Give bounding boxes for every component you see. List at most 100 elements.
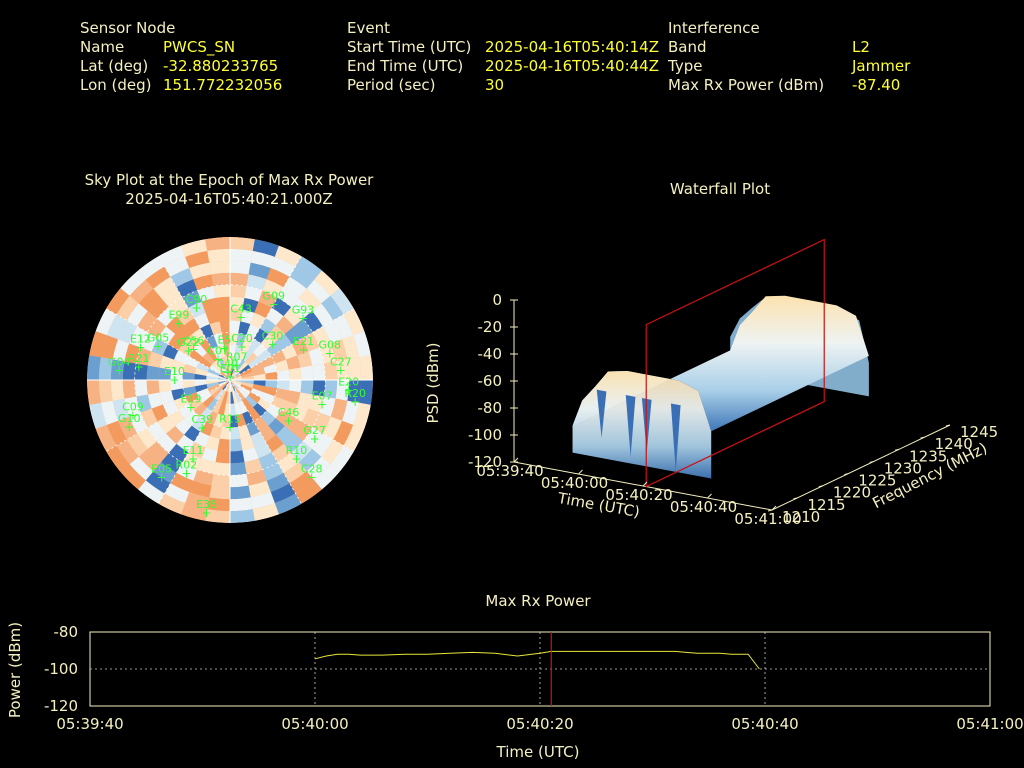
sky-cell xyxy=(222,369,230,380)
satellite-label: R20 xyxy=(344,387,366,400)
sky-cell xyxy=(230,380,241,388)
sky-cell xyxy=(225,368,230,380)
sky-cell xyxy=(146,365,160,380)
sky-cell xyxy=(153,462,177,484)
sky-cell xyxy=(89,402,107,429)
interference-title: Interference xyxy=(668,19,760,37)
psd-tick-label: -80 xyxy=(478,399,503,417)
sky-cell xyxy=(193,469,214,486)
sky-cell xyxy=(275,334,292,351)
sky-cell xyxy=(341,400,360,425)
sky-cell xyxy=(162,344,179,360)
sky-cell xyxy=(215,450,230,464)
sky-cell xyxy=(277,287,299,307)
freq-tick-label: 1220 xyxy=(833,484,871,502)
sky-cell xyxy=(98,380,113,403)
sky-cell xyxy=(319,396,336,417)
satellite-label: G05 xyxy=(147,331,170,344)
sky-grid-spoke xyxy=(229,308,355,381)
sky-cell xyxy=(230,380,240,390)
satellite-marker: + xyxy=(186,400,196,414)
sky-cell xyxy=(126,303,148,327)
sky-cell xyxy=(330,339,348,362)
sky-cell xyxy=(266,268,290,288)
sky-cell xyxy=(170,380,184,391)
sky-cell xyxy=(230,284,247,298)
sky-cell xyxy=(235,359,246,371)
sky-cell xyxy=(238,400,248,414)
satellite-label: C90 xyxy=(186,293,208,306)
sky-plot-title: Sky Plot at the Epoch of Max Rx Power xyxy=(84,171,374,189)
sky-cell xyxy=(291,441,313,463)
power-x-tick-label: 05:41:00 xyxy=(956,715,1023,733)
sky-cell xyxy=(291,404,309,422)
sky-cell xyxy=(230,368,235,380)
satellite-marker: + xyxy=(135,340,145,354)
sky-cell xyxy=(321,439,344,465)
sky-cell xyxy=(322,416,342,440)
sky-cell xyxy=(263,386,277,397)
sky-cell xyxy=(106,288,130,315)
sky-cell xyxy=(241,375,254,380)
sky-cell xyxy=(268,325,285,342)
satellite-label: C43 xyxy=(230,302,252,315)
sky-cell xyxy=(285,355,301,370)
sky-cell xyxy=(87,380,101,405)
sky-cell xyxy=(158,380,172,393)
satellite-label: E5 xyxy=(218,334,232,347)
sky-cell xyxy=(234,344,243,358)
sky-cell xyxy=(312,303,334,327)
power-series-line xyxy=(314,650,743,660)
sky-cell xyxy=(268,418,285,435)
sky-cell xyxy=(120,464,146,490)
sky-cell xyxy=(297,351,313,368)
power-y-axis-label: Power (dBm) xyxy=(6,622,24,718)
sky-cell xyxy=(235,389,246,401)
sky-cell xyxy=(206,335,218,350)
sky-cell xyxy=(246,469,267,486)
psd-tick-label: 0 xyxy=(492,291,502,309)
sky-cell xyxy=(238,321,251,336)
sky-cell xyxy=(246,421,260,436)
interference-type-value: Jammer xyxy=(852,57,911,75)
sky-cell xyxy=(240,368,253,376)
satellite-label: E99 xyxy=(168,308,189,321)
psd-tick-label: -60 xyxy=(478,372,503,390)
freq-tick xyxy=(945,424,951,427)
satellite-marker: + xyxy=(153,339,163,353)
sky-cell xyxy=(156,433,177,454)
sky-cell xyxy=(230,320,241,334)
sky-cell xyxy=(174,396,189,410)
sky-cell xyxy=(234,390,242,403)
satellite-marker: + xyxy=(284,414,294,428)
sky-cell xyxy=(201,297,218,313)
sky-cell xyxy=(207,497,230,512)
waterfall-freq-axis xyxy=(771,424,951,511)
sky-cell xyxy=(215,296,230,310)
sky-cell xyxy=(205,509,230,523)
sky-cell xyxy=(300,380,314,395)
sky-cell xyxy=(271,443,292,463)
satellite-marker: + xyxy=(188,342,198,356)
event-title: Event xyxy=(347,19,390,37)
power-x-tick-label: 05:40:20 xyxy=(506,715,573,733)
sky-cell xyxy=(230,372,241,380)
sky-cell xyxy=(230,272,249,287)
sky-cell xyxy=(252,402,267,417)
sensor-lat-label: Lat (deg) xyxy=(80,57,149,75)
sky-cell xyxy=(118,320,138,344)
sky-cell xyxy=(238,346,248,360)
sky-cell xyxy=(248,262,271,280)
sky-cell xyxy=(223,344,230,357)
waterfall-plot: 0-20-40-60-80-100-12005:39:4005:40:0005:… xyxy=(424,238,998,528)
satellite-marker: + xyxy=(236,310,246,324)
freq-tick xyxy=(920,436,925,439)
sky-cell xyxy=(314,464,340,490)
satellite-marker: + xyxy=(350,395,360,409)
sky-cell xyxy=(322,320,342,344)
sky-cell xyxy=(184,334,200,350)
sky-plot: +E01+R07+C40+C07+E5 +C20+C56+G22 +C30+C43+… xyxy=(87,237,373,523)
sky-cell xyxy=(257,397,272,411)
power-y-tick-label: -120 xyxy=(44,697,78,715)
sky-cell xyxy=(211,361,223,373)
